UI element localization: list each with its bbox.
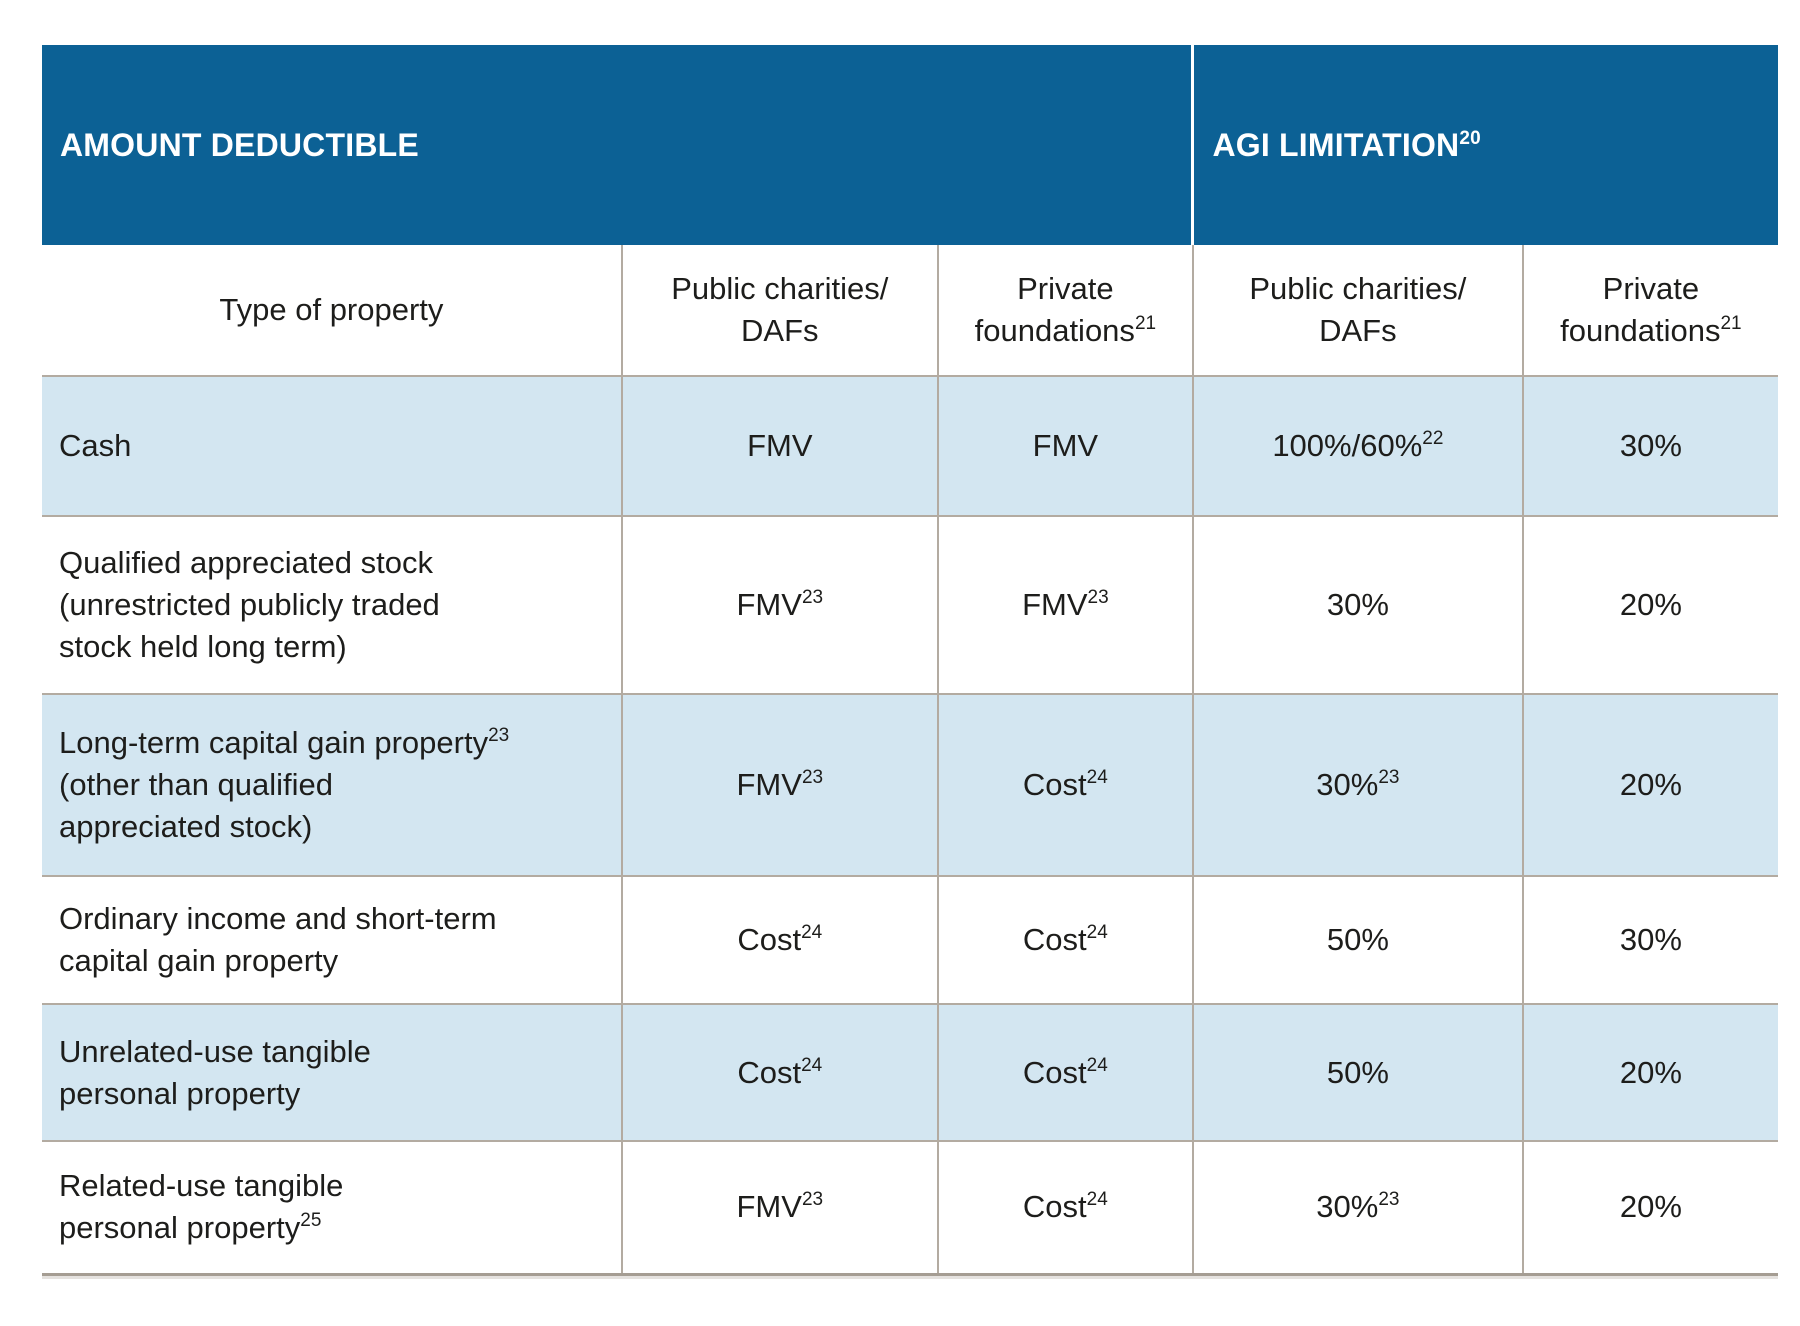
column-header-amount-private-foundations: Private foundations21: [936, 245, 1193, 376]
agi-private-foundations-cell: 20%: [1521, 1003, 1778, 1141]
amount-public-charities-cell: Cost24: [620, 875, 938, 1004]
table-row: Unrelated-use tangible personal property C…: [42, 1003, 1778, 1141]
agi-public-charities-cell: 50%: [1191, 1003, 1523, 1141]
agi-public-charities-cell: 100%/60%22: [1191, 375, 1523, 516]
agi-public-charities-cell: 30%: [1191, 515, 1523, 694]
amount-public-charities-cell: FMV: [620, 375, 938, 516]
agi-public-charities-cell: 50%: [1191, 875, 1523, 1004]
superscript-footnote: 24: [1086, 922, 1108, 944]
superscript-footnote: 24: [1086, 1054, 1108, 1076]
property-cell: Cash: [42, 375, 622, 516]
superscript-footnote: 23: [1378, 767, 1400, 789]
property-cell: Ordinary income and short-term capital ga…: [42, 875, 622, 1004]
column-header-row: Type of property Public charities/DAFs P…: [42, 245, 1778, 376]
column-header-amount-public-charities: Public charities/DAFs: [620, 245, 938, 376]
agi-private-foundations-cell: 30%: [1521, 375, 1778, 516]
superscript-footnote: 23: [488, 725, 510, 747]
amount-public-charities-cell: FMV23: [620, 1140, 938, 1274]
table-row: Long-term capital gain property23 (other …: [42, 693, 1778, 876]
superscript-footnote: 21: [1720, 313, 1742, 335]
superscript-footnote: 23: [801, 1189, 824, 1211]
superscript-footnote: 23: [1378, 1189, 1400, 1211]
property-cell: Related-use tangible personal property25: [42, 1140, 622, 1274]
section-header-row: AMOUNT DEDUCTIBLE AGI LIMITATION20: [42, 45, 1778, 245]
amount-private-foundations-cell: Cost24: [936, 875, 1193, 1004]
deduction-limits-table: AMOUNT DEDUCTIBLE AGI LIMITATION20 Type …: [42, 45, 1778, 1276]
property-cell: Qualified appreciated stock (unrestricted…: [42, 515, 622, 694]
agi-private-foundations-cell: 20%: [1521, 693, 1778, 876]
charitable-deduction-table-page: AMOUNT DEDUCTIBLE AGI LIMITATION20 Type …: [42, 45, 1778, 1276]
table-row: Cash FMV FMV 100%/60%22 30%: [42, 375, 1778, 516]
superscript-footnote: 25: [300, 1210, 322, 1232]
table-body: Cash FMV FMV 100%/60%22 30% Qualified appreci…: [42, 375, 1778, 1274]
column-header-agi-public-charities: Public charities/DAFs: [1191, 245, 1523, 376]
superscript-footnote: 24: [1086, 767, 1108, 789]
amount-public-charities-cell: Cost24: [620, 1003, 938, 1141]
superscript-footnote: 20: [1459, 127, 1481, 149]
superscript-footnote: 24: [1086, 1189, 1108, 1211]
agi-public-charities-cell: 30%23: [1191, 693, 1523, 876]
agi-private-foundations-cell: 20%: [1521, 1140, 1778, 1274]
agi-private-foundations-cell: 30%: [1521, 875, 1778, 1004]
table-row: Ordinary income and short-term capital ga…: [42, 875, 1778, 1004]
amount-private-foundations-cell: Cost24: [936, 1140, 1193, 1274]
superscript-footnote: 24: [801, 1054, 823, 1076]
superscript-footnote: 23: [801, 587, 824, 609]
agi-limitation-header: AGI LIMITATION20: [1191, 45, 1778, 245]
property-cell: Long-term capital gain property23 (other …: [42, 693, 622, 876]
column-header-agi-private-foundations: Private foundations21: [1521, 245, 1778, 376]
superscript-footnote: 21: [1134, 313, 1157, 335]
property-cell: Unrelated-use tangible personal property: [42, 1003, 622, 1141]
superscript-footnote: 23: [801, 767, 824, 789]
superscript-footnote: 22: [1422, 428, 1444, 450]
amount-public-charities-cell: FMV23: [620, 515, 938, 694]
table-row: Qualified appreciated stock (unrestricted…: [42, 515, 1778, 694]
amount-private-foundations-cell: FMV23: [936, 515, 1193, 694]
amount-private-foundations-cell: Cost24: [936, 1003, 1193, 1141]
agi-public-charities-cell: 30%23: [1191, 1140, 1523, 1274]
superscript-footnote: 24: [801, 922, 823, 944]
amount-deductible-header: AMOUNT DEDUCTIBLE: [42, 45, 1193, 245]
amount-public-charities-cell: FMV23: [620, 693, 938, 876]
table-row: Related-use tangible personal property25 F…: [42, 1140, 1778, 1274]
amount-private-foundations-cell: FMV: [936, 375, 1193, 516]
column-header-type-of-property: Type of property: [42, 245, 622, 376]
agi-private-foundations-cell: 20%: [1521, 515, 1778, 694]
amount-private-foundations-cell: Cost24: [936, 693, 1193, 876]
superscript-footnote: 23: [1087, 587, 1109, 609]
